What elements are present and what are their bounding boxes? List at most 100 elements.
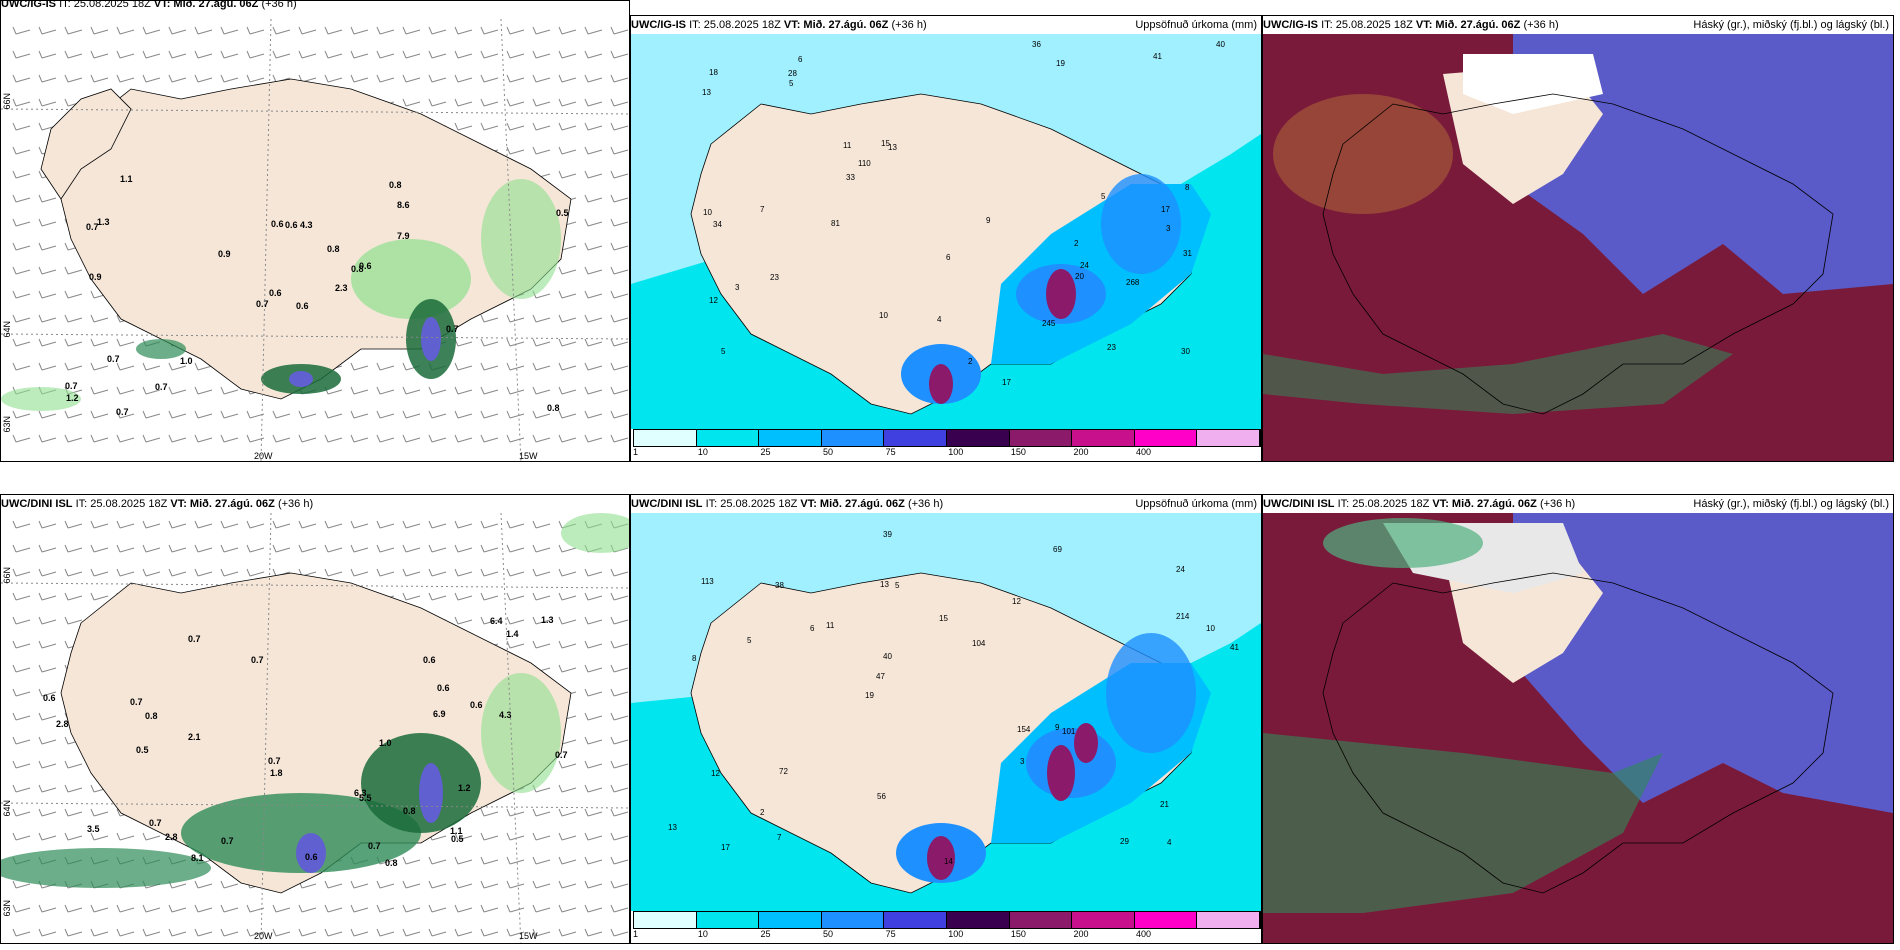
wind-barb (610, 856, 629, 865)
colorbar-swatch (946, 430, 1010, 446)
wind-barb (90, 386, 109, 395)
init-time: IT: 25.08.2025 18Z (59, 0, 151, 10)
wind-barb (480, 122, 499, 131)
wind-barb (220, 50, 239, 59)
panel-title: Háský (gr.), miðský (fj.bl.) og lágský (… (1693, 498, 1889, 510)
wind-barb (610, 98, 629, 107)
wind-barb (298, 520, 317, 529)
wind-barb (584, 784, 603, 793)
value-label: 21 (1160, 800, 1169, 809)
wind-barb (558, 880, 577, 889)
wind-barb (428, 386, 447, 395)
wind-barb (454, 904, 473, 913)
wind-barb (12, 338, 31, 347)
colorbar-swatch (884, 912, 947, 928)
wind-barb (454, 410, 473, 419)
valid-time: VT: Mið. 27.ágú. 06Z (170, 498, 275, 510)
wind-barb (558, 568, 577, 577)
green-cloud (1263, 733, 1663, 913)
wind-barb (480, 386, 499, 395)
wind-barb (532, 410, 551, 419)
value-label: 6 (798, 55, 803, 64)
wind-barb (506, 544, 525, 553)
wind-barb (168, 50, 187, 59)
wind-barb (324, 568, 343, 577)
wind-barb (558, 784, 577, 793)
colorbar-tick: 150 (1010, 447, 1026, 457)
cloud-panel-2: UWC/DINI ISL IT: 25.08.2025 18Z VT: Mið.… (1262, 494, 1894, 944)
wind-barb (402, 434, 421, 443)
lead-time: (+36 h) (261, 0, 297, 10)
colorbar-tick: 10 (697, 929, 708, 939)
wind-barb (532, 98, 551, 107)
wind-barb (168, 544, 187, 553)
value-label: 40 (883, 652, 892, 661)
valid-time: VT: Mið. 27.ágú. 06Z (1432, 498, 1537, 510)
value-label: 0.8 (145, 711, 158, 721)
wind-barb (558, 904, 577, 913)
value-label: 30 (1181, 347, 1190, 356)
wind-barb (454, 26, 473, 35)
wind-barb (12, 410, 31, 419)
wind-barb (272, 410, 291, 419)
wind-barb (584, 26, 603, 35)
colorbar-scale (633, 429, 1261, 447)
value-label: 0.9 (89, 272, 102, 282)
precip-values: 4824191217131512111325104101113394115421… (668, 530, 1239, 866)
wind-barb (38, 664, 57, 673)
wind-barb (12, 122, 31, 131)
value-label: 41 (1153, 52, 1162, 61)
wind-barb (64, 616, 83, 625)
wind-barb (584, 616, 603, 625)
wind-barb (324, 434, 343, 443)
wind-barb (506, 928, 525, 937)
wind-barb (38, 338, 57, 347)
wind-barb (38, 544, 57, 553)
wind-barb (584, 712, 603, 721)
wind-barb (584, 338, 603, 347)
wind-barb (142, 832, 161, 841)
wind-barb (402, 856, 421, 865)
wind-barb (350, 880, 369, 889)
wind-barb (116, 74, 135, 83)
wind-barb (610, 760, 629, 769)
wind-barb (12, 880, 31, 889)
value-label: 0.8 (327, 244, 340, 254)
wind-barb (402, 928, 421, 937)
init-time: IT: 25.08.2025 18Z (705, 498, 798, 510)
wind-barb (610, 410, 629, 419)
wind-barb (38, 362, 57, 371)
wind-barb (324, 74, 343, 83)
wind-barb (376, 928, 395, 937)
value-label: 0.6 (437, 683, 450, 693)
value-label: 1.1 (450, 826, 463, 836)
wind-barb (246, 568, 265, 577)
wind-barb (610, 170, 629, 179)
wind-barb (610, 434, 629, 443)
wind-barb (480, 50, 499, 59)
value-label: 1.2 (458, 783, 471, 793)
precip-panel-1: UWC/IG-IS IT: 25.08.2025 18Z VT: Mið. 27… (630, 15, 1262, 462)
lon-label: 20W (254, 451, 273, 461)
panel-title: Háský (gr.), miðský (fj.bl.) og lágský (… (1693, 19, 1889, 31)
wind-barb (610, 218, 629, 227)
value-label: 11 (843, 141, 852, 150)
precip-area (136, 339, 186, 359)
panel-header: UWC/IG-IS IT: 25.08.2025 18Z VT: Mið. 27… (1, 0, 629, 13)
panel-header: UWC/DINI ISL IT: 25.08.2025 18Z VT: Mið.… (631, 495, 1261, 513)
wind-barb (194, 74, 213, 83)
wind-barb (506, 338, 525, 347)
colorbar-tick: 75 (885, 447, 896, 457)
value-label: 20 (1075, 272, 1084, 281)
wind-barb (246, 26, 265, 35)
wind-barb (142, 520, 161, 529)
wind-barb (584, 592, 603, 601)
wind-barb (506, 26, 525, 35)
wind-barb (324, 904, 343, 913)
colorbar-tick: 50 (823, 447, 834, 457)
value-label: 0.7 (251, 655, 264, 665)
wind-barb (12, 832, 31, 841)
value-label: 4 (937, 315, 942, 324)
wind-barb (12, 664, 31, 673)
wind-barb (402, 904, 421, 913)
